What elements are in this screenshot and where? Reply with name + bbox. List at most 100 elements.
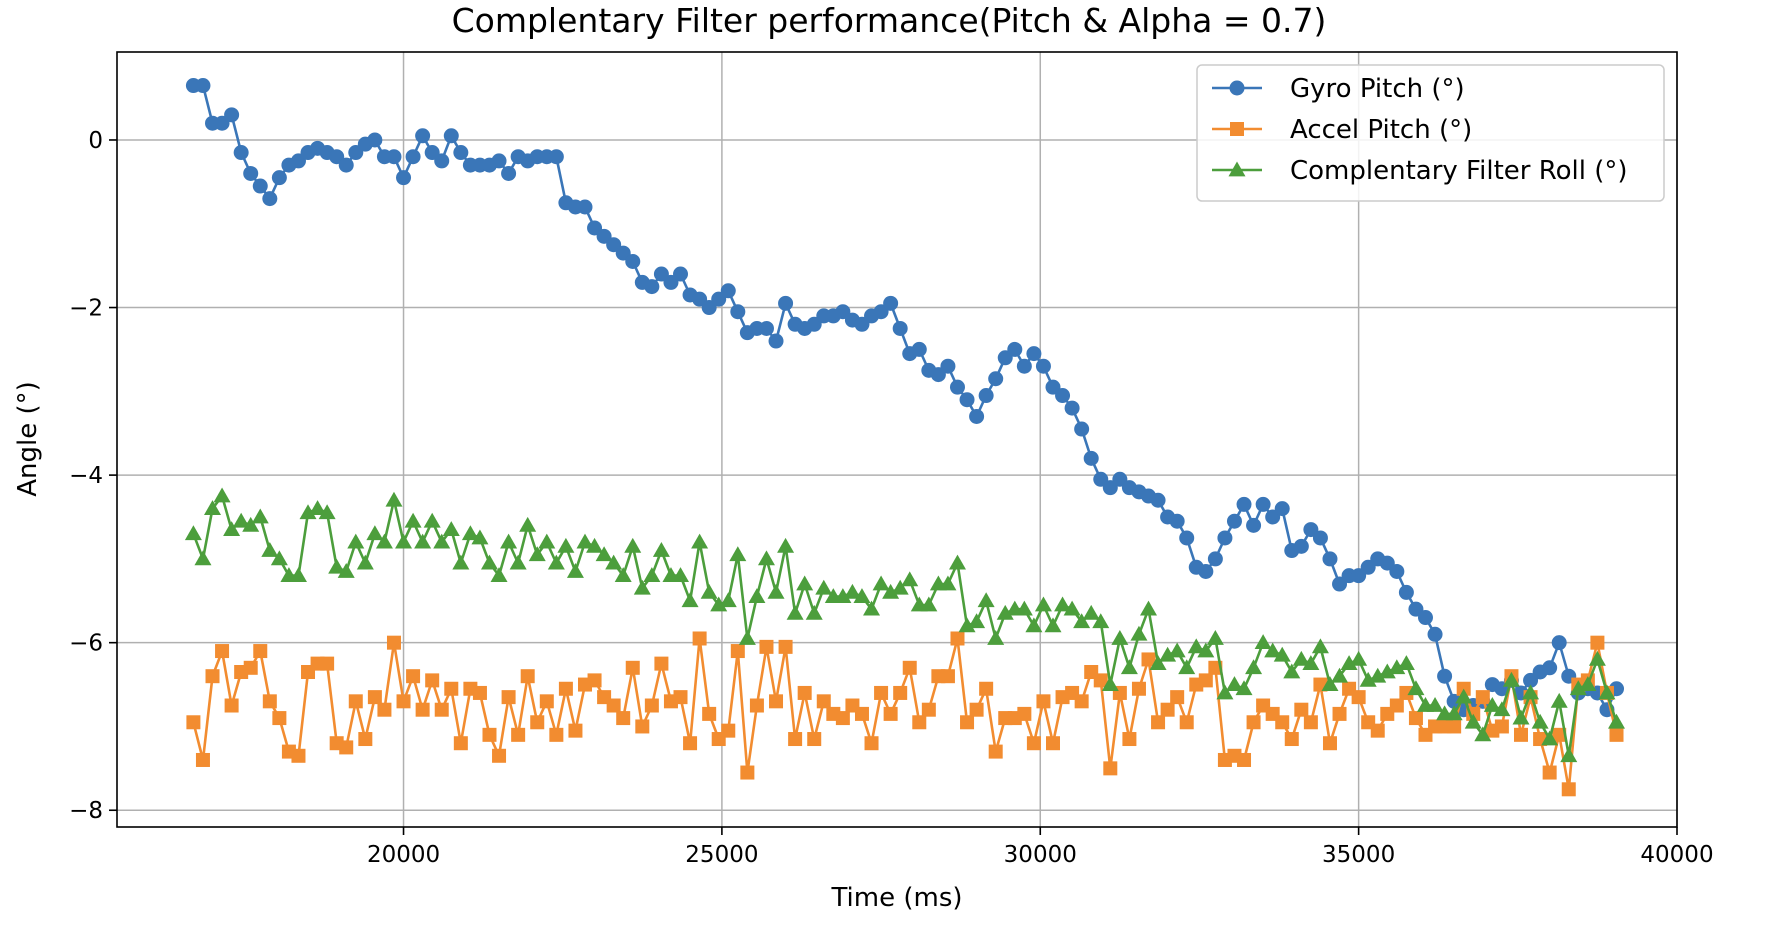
filter-roll-point [1541,730,1559,746]
gyro-pitch-point [959,392,975,408]
filter-roll-point [920,596,938,612]
accel-pitch-point [1103,761,1118,776]
gyro-pitch-point [892,320,908,336]
gyro-pitch-point [1312,530,1328,546]
legend-box [1196,64,1665,202]
y-tick-label: −2 [69,296,103,322]
filter-roll-point [328,558,346,574]
filter-roll-point [442,521,460,536]
accel-pitch-point [1131,681,1146,696]
gyro-pitch-point [491,153,507,169]
filter-roll-line [192,494,1618,758]
filter-roll-point [853,588,871,603]
accel-pitch-point [1198,673,1213,688]
accel-pitch-point [291,748,306,763]
filter-roll-point [242,516,260,532]
filter-roll-point [1245,659,1263,675]
filter-roll-point [996,604,1014,620]
accel-pitch-point [759,639,774,654]
filter-roll-point [1588,650,1606,666]
filter-roll-point [261,542,279,557]
gyro-pitch-point [396,170,412,186]
accel-pitch-point [406,669,421,684]
filter-roll-point [614,567,632,583]
gyro-pitch-point [644,279,660,295]
filter-roll-point [404,512,422,528]
gyro-pitch-point [768,333,784,349]
filter-roll-point [1331,667,1349,683]
accel-pitch-point [854,706,869,721]
filter-roll-point [251,508,269,524]
accel-pitch-point [1151,715,1166,730]
filter-roll-point [213,487,231,503]
legend-item-filter-roll: Complentary Filter Roll (°) [1212,156,1628,186]
accel-pitch-point [1552,727,1567,742]
chart-title: Complentary Filter performance(Pitch & A… [452,1,1327,40]
accel-pitch-point [979,681,994,696]
accel-pitch-point [348,694,363,709]
filter-roll-point [309,500,327,515]
gyro-pitch-point [548,149,564,165]
filter-roll-point [318,504,336,520]
filter-roll-point [738,629,756,645]
accel-pitch-point [262,694,277,709]
filter-roll-point [1092,613,1110,629]
filter-roll-point [519,516,537,532]
gyro-pitch-point [453,145,469,161]
filter-roll-point [643,567,661,583]
filter-roll-point [1569,680,1587,696]
filter-roll-point [1140,600,1158,616]
accel-pitch-point [807,732,822,747]
gyro-pitch-point [224,107,240,123]
filter-roll-point [1464,713,1482,729]
filter-roll-point [595,546,613,562]
accel-pitch-point [644,698,659,713]
accel-pitch-point [367,690,382,705]
filter-roll-point [1159,646,1177,662]
accel-pitch-point [788,732,803,747]
accel-pitch-point [874,685,889,700]
filter-roll-point [652,542,670,557]
y-tick-label: −8 [69,798,103,824]
filter-roll-point [777,537,795,553]
filter-roll-point [232,512,250,528]
filter-roll-point [1054,596,1072,612]
filter-roll-point [748,588,766,603]
gyro-pitch-point [730,304,746,320]
gyro-pitch-point [252,178,268,194]
filter-roll-point [1273,646,1291,662]
filter-roll-point [691,533,709,549]
filter-roll-point [1044,617,1062,633]
accel-pitch-point [1332,706,1347,721]
accel-pitch-point [1170,690,1185,705]
filter-roll-point [977,592,995,608]
filter-roll-point [815,579,833,595]
accel-pitch-point [1447,719,1462,734]
accel-pitch-point [568,723,583,738]
filter-roll-point [385,491,403,507]
accel-pitch-point [195,752,210,767]
gyro-pitch-point [1246,517,1262,533]
accel-pitch-point [320,656,335,671]
accel-pitch-point [749,698,764,713]
accel-pitch-point [1122,732,1137,747]
gyro-pitch-point [405,149,421,165]
accel-pitch-point [396,694,411,709]
accel-pitch-point [444,681,459,696]
filter-roll-point [1579,676,1597,691]
filter-roll-point [1598,684,1616,700]
gyro-pitch-point [625,253,641,269]
gyro-pitch-point [1437,668,1453,684]
accel-pitch-point [1542,765,1557,780]
accel-pitch-point [625,660,640,675]
filter-roll-point [882,583,900,599]
filter-roll-point [586,537,604,553]
gyro-pitch-point [949,379,965,395]
legend-label: Accel Pitch (°) [1290,115,1472,145]
legend-marker [1228,161,1246,177]
accel-pitch-point [1026,736,1041,751]
accel-pitch-point [186,715,201,730]
gyro-pitch-point [883,295,899,311]
filter-roll-point [547,554,565,570]
y-axis-label: Angle (°) [13,381,43,497]
